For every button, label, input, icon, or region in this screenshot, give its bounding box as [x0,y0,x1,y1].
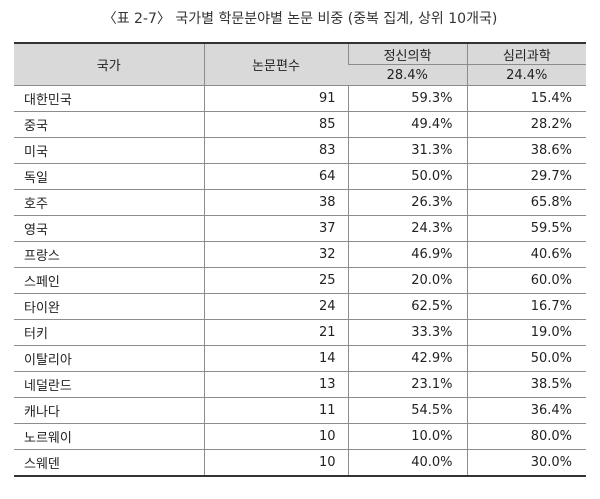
table-row: 대한민국 91 59.3% 15.4% [14,85,586,112]
papers-by-country-table: 국가 논문편수 정신의학 심리과학 28.4% 24.4% 대한민국 91 59.3… [14,42,586,477]
psychology-cell: 59.5% [466,215,586,242]
header-papers: 논문편수 [203,42,348,86]
psychiatry-cell: 20.0% [347,267,467,294]
header-psychology: 심리과학 [466,42,586,65]
table-body: 대한민국 91 59.3% 15.4% 중국 85 49.4% 28.2% 미국 83 31.3% 3… [14,85,586,477]
papers-cell: 91 [203,85,348,112]
psychology-cell: 28.2% [466,111,586,138]
psychology-cell: 15.4% [466,85,586,112]
country-cell: 프랑스 [14,241,204,268]
psychology-cell: 40.6% [466,241,586,268]
table-row: 캐나다 11 54.5% 36.4% [14,397,586,424]
psychiatry-cell: 50.0% [347,163,467,190]
header-row: 국가 논문편수 정신의학 심리과학 [14,42,586,86]
papers-cell: 13 [203,371,348,398]
header-subrow: 28.4% 24.4% [14,64,586,86]
papers-cell: 32 [203,241,348,268]
table-row: 중국 85 49.4% 28.2% [14,111,586,138]
table-row: 스페인 25 20.0% 60.0% [14,267,586,294]
papers-cell: 25 [203,267,348,294]
psychiatry-cell: 26.3% [347,189,467,216]
table-row: 스웨덴 10 40.0% 30.0% [14,449,586,477]
table-row: 네덜란드 13 23.1% 38.5% [14,371,586,398]
header-psychology-total: 24.4% [466,64,586,86]
papers-cell: 83 [203,137,348,164]
country-cell: 영국 [14,215,204,242]
psychiatry-cell: 42.9% [347,345,467,372]
table-row: 터키 21 33.3% 19.0% [14,319,586,346]
table-row: 독일 64 50.0% 29.7% [14,163,586,190]
psychology-cell: 16.7% [466,293,586,320]
country-cell: 터키 [14,319,204,346]
table-row: 호주 38 26.3% 65.8% [14,189,586,216]
header-country: 국가 [14,42,204,86]
psychiatry-cell: 23.1% [347,371,467,398]
papers-cell: 10 [203,423,348,450]
papers-cell: 10 [203,449,348,477]
header-psychiatry: 정신의학 [347,42,467,65]
psychiatry-cell: 49.4% [347,111,467,138]
country-cell: 중국 [14,111,204,138]
psychiatry-cell: 10.0% [347,423,467,450]
table-row: 프랑스 32 46.9% 40.6% [14,241,586,268]
psychiatry-cell: 31.3% [347,137,467,164]
country-cell: 대한민국 [14,85,204,112]
psychology-cell: 19.0% [466,319,586,346]
psychology-cell: 36.4% [466,397,586,424]
psychology-cell: 38.6% [466,137,586,164]
psychology-cell: 60.0% [466,267,586,294]
psychiatry-cell: 33.3% [347,319,467,346]
country-cell: 캐나다 [14,397,204,424]
psychology-cell: 80.0% [466,423,586,450]
table-row: 타이완 24 62.5% 16.7% [14,293,586,320]
country-cell: 독일 [14,163,204,190]
table-row: 영국 37 24.3% 59.5% [14,215,586,242]
table-row: 미국 83 31.3% 38.6% [14,137,586,164]
papers-cell: 64 [203,163,348,190]
psychology-cell: 29.7% [466,163,586,190]
country-cell: 노르웨이 [14,423,204,450]
psychology-cell: 30.0% [466,449,586,477]
psychiatry-cell: 59.3% [347,85,467,112]
country-cell: 미국 [14,137,204,164]
psychology-cell: 50.0% [466,345,586,372]
papers-cell: 11 [203,397,348,424]
psychiatry-cell: 54.5% [347,397,467,424]
country-cell: 타이완 [14,293,204,320]
papers-cell: 24 [203,293,348,320]
country-cell: 이탈리아 [14,345,204,372]
papers-cell: 38 [203,189,348,216]
papers-cell: 37 [203,215,348,242]
psychology-cell: 65.8% [466,189,586,216]
table-row: 이탈리아 14 42.9% 50.0% [14,345,586,372]
table-row: 노르웨이 10 10.0% 80.0% [14,423,586,450]
papers-cell: 14 [203,345,348,372]
country-cell: 호주 [14,189,204,216]
country-cell: 스페인 [14,267,204,294]
psychiatry-cell: 40.0% [347,449,467,477]
psychiatry-cell: 46.9% [347,241,467,268]
psychology-cell: 38.5% [466,371,586,398]
table-caption: 〈표 2-7〉 국가별 학문분야별 논문 비중 (중복 집계, 상위 10개국) [102,11,498,27]
psychiatry-cell: 24.3% [347,215,467,242]
papers-cell: 85 [203,111,348,138]
psychiatry-cell: 62.5% [347,293,467,320]
papers-cell: 21 [203,319,348,346]
country-cell: 스웨덴 [14,449,204,477]
country-cell: 네덜란드 [14,371,204,398]
header-psychiatry-total: 28.4% [348,64,467,86]
